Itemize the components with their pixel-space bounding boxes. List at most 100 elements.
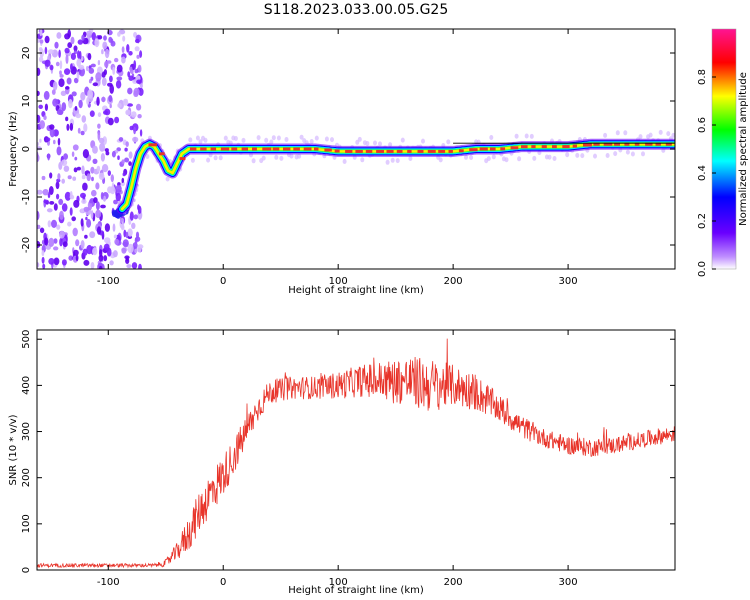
noise-speckle xyxy=(37,210,40,221)
noise-speckle xyxy=(133,126,137,135)
noise-speckle xyxy=(38,56,44,63)
noise-speckle xyxy=(128,75,134,81)
halo-speckle xyxy=(638,134,643,140)
noise-speckle xyxy=(48,258,55,265)
ridge-peak-cell xyxy=(521,145,528,149)
x-tick-label: 100 xyxy=(329,577,348,588)
halo-speckle xyxy=(297,153,302,159)
halo-speckle xyxy=(486,156,491,162)
noise-speckle xyxy=(73,199,80,208)
noise-speckle xyxy=(76,166,81,171)
ridge-peak-cell xyxy=(541,145,547,149)
noise-speckle xyxy=(76,58,81,67)
ridge-peak-cell xyxy=(655,142,661,146)
halo-speckle xyxy=(276,135,281,141)
ridge-peak-cell xyxy=(417,149,424,153)
noise-speckle xyxy=(64,68,71,75)
noise-speckle xyxy=(103,243,110,251)
noise-speckle xyxy=(47,49,54,54)
x-tick-label: -100 xyxy=(97,276,120,287)
noise-speckle xyxy=(134,46,140,52)
halo-speckle xyxy=(593,153,597,159)
noise-speckle xyxy=(54,41,59,49)
noise-speckle xyxy=(59,60,63,70)
ridge-peak-cell xyxy=(531,145,536,149)
noise-speckle xyxy=(72,176,77,181)
noise-speckle xyxy=(102,136,107,145)
halo-speckle xyxy=(223,135,228,141)
noise-speckle xyxy=(38,47,43,52)
noise-speckle xyxy=(101,71,106,78)
noise-speckle xyxy=(133,87,140,96)
halo-speckle xyxy=(357,136,362,142)
noise-speckle xyxy=(71,151,75,157)
noise-speckle xyxy=(47,220,51,228)
noise-speckle xyxy=(100,153,105,162)
halo-speckle xyxy=(529,133,534,139)
ridge-peak-cell xyxy=(603,142,613,146)
ridge-peak-cell xyxy=(303,147,312,151)
halo-speckle xyxy=(491,154,496,160)
noise-speckle xyxy=(131,262,138,269)
noise-speckle xyxy=(95,201,100,211)
noise-speckle xyxy=(118,137,124,142)
halo-speckle xyxy=(198,139,203,145)
noise-speckle xyxy=(136,79,142,85)
noise-speckle xyxy=(44,103,49,112)
noise-speckle xyxy=(53,139,56,145)
noise-speckle xyxy=(44,59,51,67)
noise-speckle xyxy=(121,247,127,254)
noise-speckle xyxy=(39,138,42,143)
noise-speckle xyxy=(102,195,107,202)
noise-speckle xyxy=(129,69,134,74)
noise-speckle xyxy=(128,51,133,56)
noise-speckle xyxy=(75,113,81,119)
halo-speckle xyxy=(195,135,200,141)
noise-speckle xyxy=(85,65,89,72)
noise-speckle xyxy=(104,148,109,152)
ridge-peak-cell xyxy=(231,147,238,151)
noise-speckle xyxy=(126,264,132,269)
noise-speckle xyxy=(53,257,60,266)
noise-speckle xyxy=(37,90,40,96)
noise-speckle xyxy=(67,221,72,227)
ridge-peak-cell xyxy=(489,147,496,151)
noise-speckle xyxy=(71,216,76,222)
halo-speckle xyxy=(264,137,269,143)
noise-speckle xyxy=(49,64,54,71)
noise-speckle xyxy=(103,35,107,41)
noise-speckle xyxy=(137,204,140,211)
halo-speckle xyxy=(360,157,365,163)
ridge-peak-cell xyxy=(593,142,600,146)
noise-speckle xyxy=(114,57,119,63)
noise-speckle xyxy=(134,69,139,74)
ridge-peak-cell xyxy=(345,149,353,153)
ridge-peak-cell xyxy=(210,147,217,151)
halo-speckle xyxy=(504,157,509,163)
noise-speckle xyxy=(115,184,122,193)
halo-speckle xyxy=(203,137,208,143)
halo-speckle xyxy=(446,139,451,145)
noise-speckle xyxy=(92,145,98,154)
noise-speckle xyxy=(63,165,70,172)
noise-speckle xyxy=(125,109,131,116)
noise-speckle xyxy=(69,122,74,131)
noise-speckle xyxy=(128,161,132,167)
halo-speckle xyxy=(206,157,211,163)
noise-speckle xyxy=(110,40,116,47)
ridge-peak-cell xyxy=(293,147,300,151)
noise-speckle xyxy=(73,50,78,54)
y-tick-label: 500 xyxy=(21,330,32,349)
noise-speckle xyxy=(100,192,104,200)
halo-speckle xyxy=(575,152,580,158)
snr-x-axis-label: Height of straight line (km) xyxy=(288,585,424,596)
noise-speckle xyxy=(77,127,81,134)
noise-speckle xyxy=(70,36,75,45)
ridge-peak-cell xyxy=(427,149,436,153)
noise-speckle xyxy=(121,56,126,64)
noise-speckle xyxy=(90,76,94,81)
noise-speckle xyxy=(56,224,61,230)
noise-speckle xyxy=(96,226,102,235)
noise-speckle xyxy=(80,130,85,136)
noise-speckle xyxy=(82,182,88,191)
